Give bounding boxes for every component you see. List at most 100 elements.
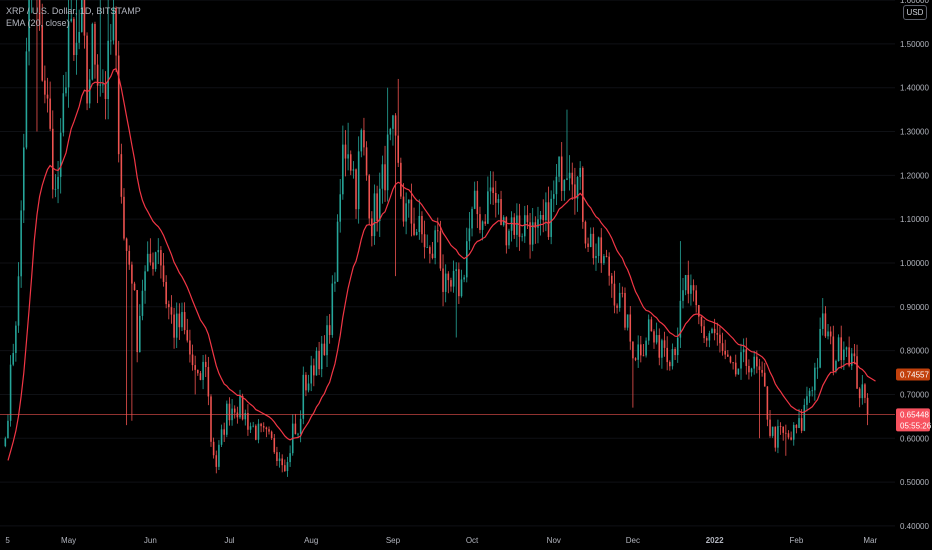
candle-body [331, 283, 334, 335]
candle-body [368, 175, 371, 219]
candle-body [178, 313, 181, 328]
candle-body [463, 277, 465, 280]
candle-body [811, 390, 814, 392]
candle-body [154, 252, 157, 270]
candle-body [75, 42, 78, 56]
ema-indicator-label[interactable]: EMA (20, close) [6, 18, 70, 28]
candle-body [763, 372, 766, 387]
candle-body [25, 51, 28, 148]
candle-body [779, 426, 782, 427]
candle-body [848, 347, 850, 366]
time-axis[interactable]: 5 May Jun Jul Aug Sep Oct Nov Dec 2022 Feb Mar [5, 536, 877, 545]
candle-body [262, 426, 265, 428]
candle-body [679, 300, 682, 338]
candle-body [191, 354, 194, 366]
candle-body [647, 319, 650, 341]
candle-body [837, 337, 840, 362]
candle-body [450, 280, 452, 287]
candle-body [357, 151, 360, 210]
candle-body [249, 426, 252, 430]
candle-body [328, 325, 331, 335]
candle-body [342, 144, 344, 195]
price-axis[interactable]: 2.000001.900001.800001.700001.600001.500… [900, 0, 929, 531]
candle-body [384, 164, 386, 191]
candle-body [228, 403, 231, 421]
candle-body [795, 424, 798, 428]
candle-body [526, 215, 529, 223]
candle-body [521, 236, 523, 238]
candle-body [460, 279, 463, 297]
candle-body [856, 356, 858, 389]
candle-body [663, 340, 666, 348]
candle-body [832, 336, 835, 372]
candle-body [523, 215, 526, 237]
x-tick-label: May [61, 536, 76, 545]
candle-body [194, 365, 196, 370]
candle-body [15, 325, 17, 353]
candle-body [592, 233, 595, 259]
candle-body [260, 423, 262, 427]
candle-body [110, 40, 112, 42]
candle-body [199, 373, 202, 380]
x-tick-label: Aug [304, 536, 318, 545]
candle-body [168, 304, 170, 308]
candle-body [618, 292, 621, 308]
candle-body [529, 222, 531, 245]
candle-body [46, 94, 49, 99]
candle-body [352, 169, 355, 171]
candle-body [608, 256, 610, 276]
candle-body [212, 441, 215, 456]
candle-body [268, 429, 270, 432]
candle-body [587, 243, 589, 248]
candle-body [120, 154, 123, 197]
candle-body [616, 305, 618, 308]
candle-body [394, 115, 397, 136]
candle-body [484, 221, 487, 224]
candle-body [59, 132, 62, 177]
candle-body [458, 269, 460, 297]
candle-body [721, 343, 724, 351]
candle-body [819, 328, 821, 368]
candle-body [489, 187, 492, 192]
candle-body [845, 347, 848, 350]
candle-body [455, 269, 458, 271]
symbol-title[interactable]: XRP / U.S. Dollar, 1D, BITSTAMP [6, 6, 141, 16]
candle-body [313, 365, 315, 376]
candle-body [724, 350, 726, 355]
candle-body [792, 424, 795, 440]
candle-body [827, 331, 829, 337]
currency-button[interactable]: USD [903, 5, 927, 20]
candle-body [858, 388, 861, 399]
candle-body [299, 418, 302, 434]
candle-body [305, 374, 307, 391]
candle-body [323, 343, 326, 356]
candle-body [600, 237, 603, 264]
candle-body [732, 362, 734, 364]
candle-body [676, 337, 679, 356]
candle-body [510, 217, 513, 231]
candle-body [86, 35, 88, 104]
candle-body [790, 437, 792, 440]
candle-body [824, 313, 827, 337]
candle-body [700, 316, 703, 327]
candle-body [431, 253, 434, 258]
candle-body [371, 218, 373, 237]
x-tick-label: Mar [863, 536, 877, 545]
candle-body [442, 268, 444, 292]
candle-body [829, 331, 832, 337]
candle-body [766, 386, 769, 420]
candle-body [223, 429, 225, 435]
candle-body [666, 347, 668, 363]
candle-body [611, 275, 613, 284]
candle-body [289, 453, 291, 463]
candle-body [613, 283, 616, 306]
candle-body [400, 162, 402, 197]
candle-body [244, 412, 247, 420]
candle-body [624, 293, 626, 328]
candle-body [655, 335, 658, 343]
candle-body [711, 328, 713, 334]
y-tick-label: 1.30000 [900, 128, 929, 137]
candle-body [690, 285, 692, 294]
candle-body [88, 79, 91, 104]
